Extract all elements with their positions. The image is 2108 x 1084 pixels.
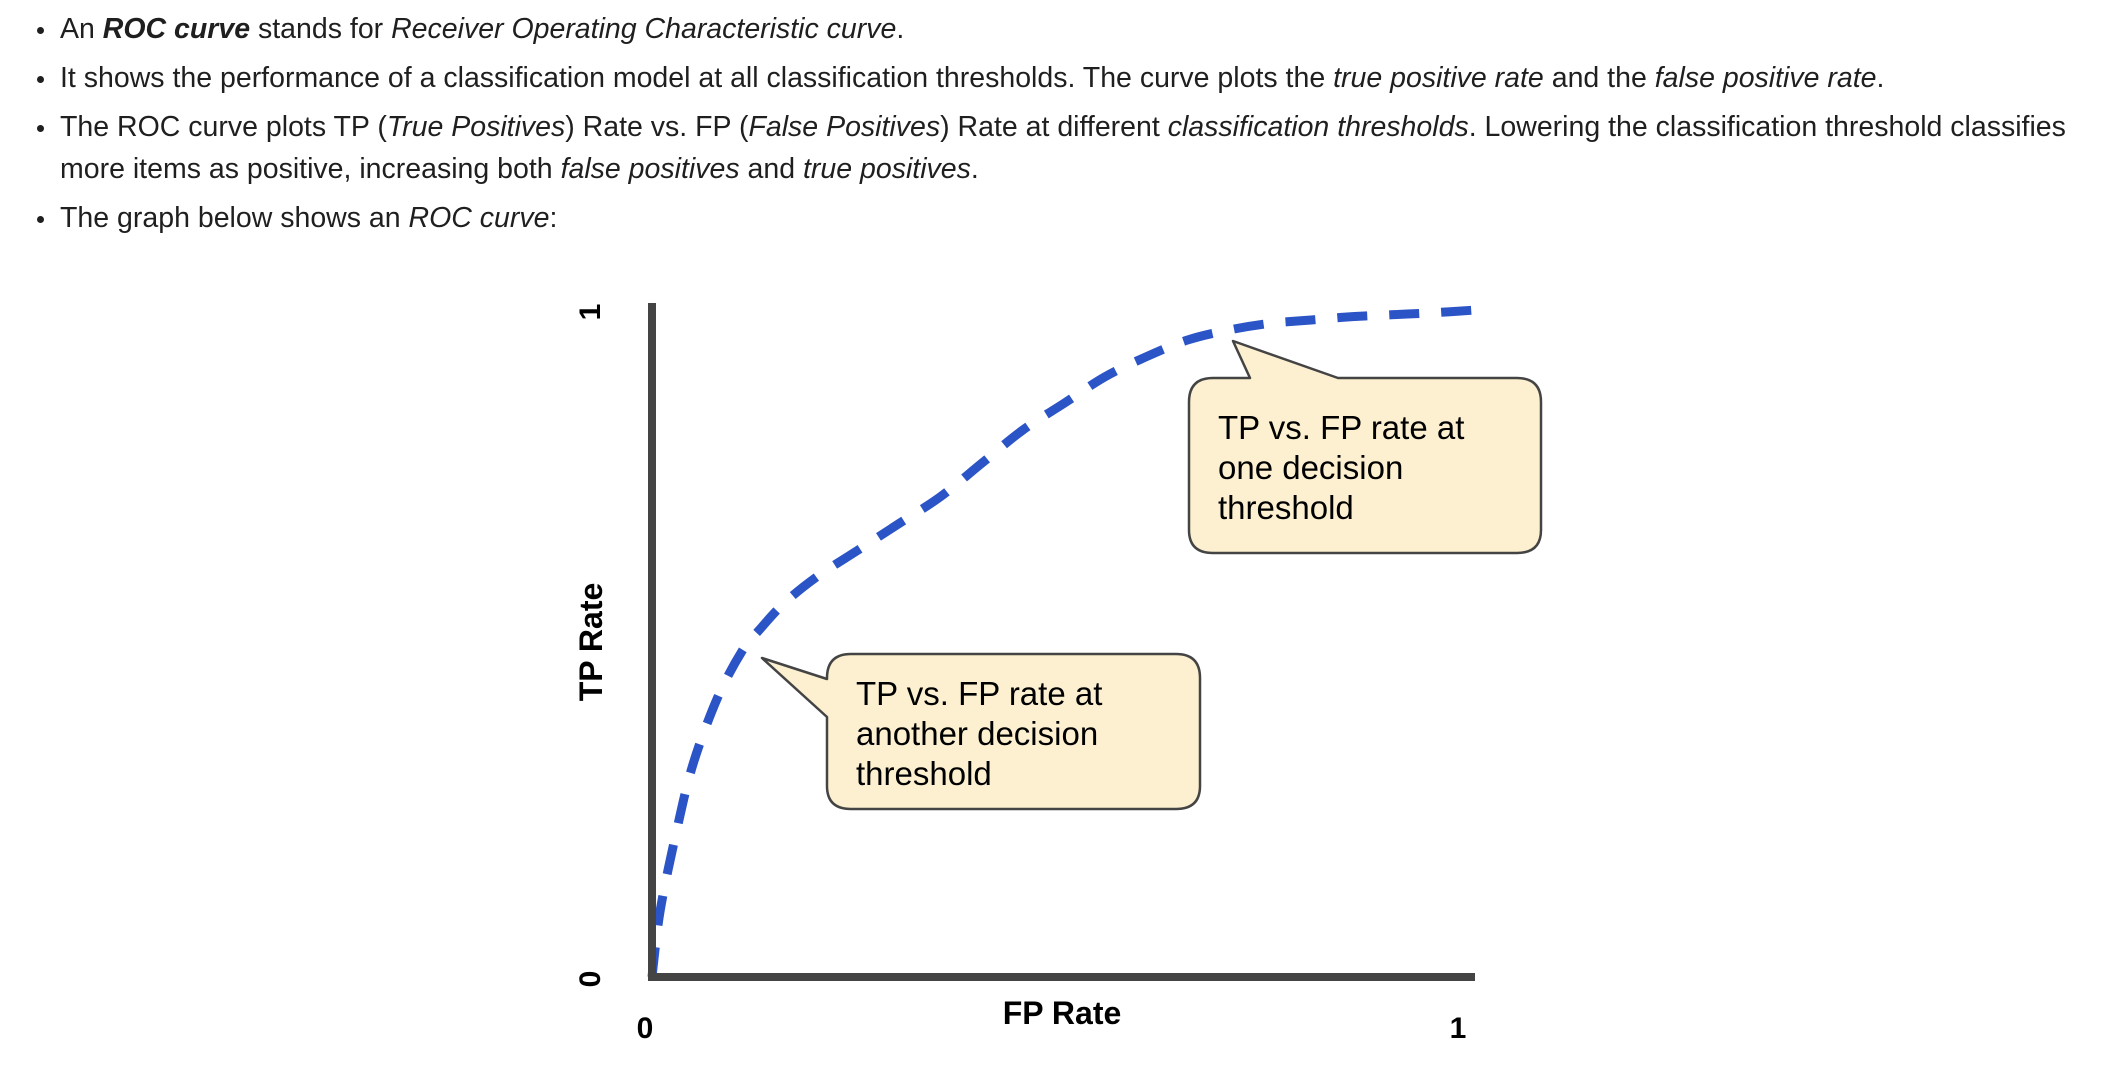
bullet-item: The ROC curve plots TP (True Positives) … <box>58 106 2068 190</box>
text-run: . <box>970 153 979 185</box>
callout-another-threshold: TP vs. FP rate at another decision thres… <box>760 652 1202 811</box>
text-run: : <box>549 202 558 234</box>
bullet-text: The graph below shows an ROC curve: <box>60 202 557 234</box>
roc-curve-series-0 <box>647 305 1477 978</box>
text-run: ROC curve <box>408 202 550 234</box>
text-run: . Lowering the classification threshold … <box>60 111 2066 185</box>
bullet-item: The graph below shows an ROC curve: <box>58 197 2068 239</box>
callout-one-line: one decision <box>1218 449 1403 486</box>
text-run: The graph below shows an <box>60 202 409 234</box>
callout-another-text: TP vs. FP rate at another decision thres… <box>856 675 1112 792</box>
callout-another-bubble-shape <box>760 652 1202 811</box>
text-run: classification thresholds <box>1167 111 1469 143</box>
text-run: ROC curve <box>102 13 251 45</box>
text-run: and the <box>1543 62 1655 94</box>
bullet-list: An ROC curve stands for Receiver Operati… <box>0 0 2108 246</box>
text-run: Receiver Operating Characteristic curve <box>391 13 897 45</box>
curve-layer <box>647 305 1477 978</box>
callout-one-line: threshold <box>1218 489 1354 526</box>
text-run: false positive rate <box>1654 62 1877 94</box>
text-run: true positives <box>802 153 971 185</box>
y-tick-label-1: 1 <box>574 304 607 321</box>
bullet-text: It shows the performance of a classifica… <box>60 62 1884 94</box>
x-tick-label-1: 1 <box>1450 1012 1467 1045</box>
callout-one-text: TP vs. FP rate at one decision threshold <box>1218 409 1474 526</box>
bullet-text: The ROC curve plots TP (True Positives) … <box>60 111 2066 185</box>
callout-another-line: TP vs. FP rate at <box>856 675 1102 712</box>
text-run: It shows the performance of a classifica… <box>60 62 1334 94</box>
callout-another-line: another decision <box>856 715 1098 752</box>
callout-another-line: threshold <box>856 755 992 792</box>
y-tick-label-0: 0 <box>574 971 607 988</box>
text-run: false positives <box>560 153 740 185</box>
text-run: . <box>1876 62 1885 94</box>
text-run: ) Rate vs. FP ( <box>565 111 749 143</box>
bullet-item: An ROC curve stands for Receiver Operati… <box>58 8 2068 50</box>
text-run: An <box>60 13 103 45</box>
text-run: . <box>896 13 905 45</box>
bullet-text: An ROC curve stands for Receiver Operati… <box>60 13 904 45</box>
text-run: The ROC curve plots TP ( <box>60 111 387 143</box>
text-run: False Positives <box>748 111 941 143</box>
text-run: stands for <box>250 13 392 45</box>
callout-one-threshold: TP vs. FP rate at one decision threshold <box>1187 339 1543 555</box>
y-axis-label: TP Rate <box>573 583 609 702</box>
text-run: and <box>739 153 803 185</box>
x-tick-label-0: 0 <box>637 1012 654 1045</box>
bullet-item: It shows the performance of a classifica… <box>58 57 2068 99</box>
callout-one-bubble-shape <box>1187 339 1543 555</box>
text-run: True Positives <box>386 111 566 143</box>
callout-one-line: TP vs. FP rate at <box>1218 409 1464 446</box>
text-run: ) Rate at different <box>940 111 1168 143</box>
x-axis-label: FP Rate <box>1003 995 1122 1031</box>
text-run: true positive rate <box>1333 62 1544 94</box>
